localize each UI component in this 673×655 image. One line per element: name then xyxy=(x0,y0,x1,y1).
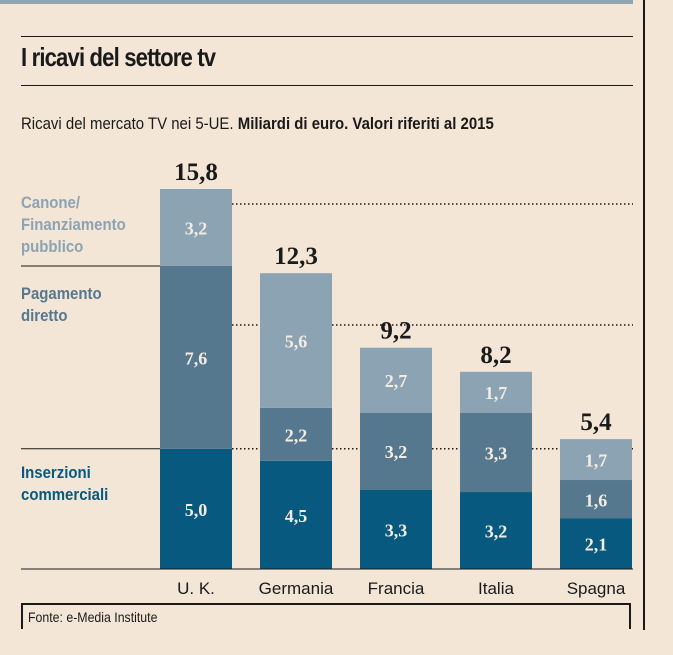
legend-inserzioni: Inserzioni commerciali xyxy=(21,463,109,504)
bar-segment xyxy=(460,492,532,569)
total-label: 8,2 xyxy=(480,342,511,369)
segment-label: 2,1 xyxy=(585,535,608,555)
segment-label: 2,2 xyxy=(285,425,308,445)
top-accent-bar xyxy=(0,0,633,4)
segment-label: 3,2 xyxy=(185,218,208,238)
bar-segment xyxy=(160,265,232,449)
segment-label: 5,6 xyxy=(285,332,308,352)
segment-label: 1,7 xyxy=(585,451,608,471)
bar-segment xyxy=(160,448,232,569)
legend-canone: Canone/ Finanziamento pubblico xyxy=(21,193,126,256)
total-label: 12,3 xyxy=(274,243,318,270)
subtitle-regular: Ricavi del mercato TV nei 5-UE. xyxy=(21,114,238,133)
total-label: 15,8 xyxy=(174,159,218,186)
chart-title: I ricavi del settore tv xyxy=(21,42,216,72)
bar-segment xyxy=(260,460,332,569)
segment-label: 3,3 xyxy=(385,520,408,540)
chart-subtitle: Ricavi del mercato TV nei 5-UE. Miliardi… xyxy=(21,114,494,134)
legend-pagamento: Pagamento diretto xyxy=(21,284,102,325)
total-label: 5,4 xyxy=(580,409,612,436)
bar-segment xyxy=(160,189,232,266)
bar-segment xyxy=(360,489,432,569)
segment-label: 1,7 xyxy=(485,383,508,403)
bar-segment xyxy=(560,480,632,519)
segment-label: 4,5 xyxy=(285,506,308,526)
subtitle-bold: Miliardi di euro. Valori riferiti al 201… xyxy=(237,114,494,133)
segment-label: 3,3 xyxy=(485,443,508,463)
segment-label: 3,2 xyxy=(485,522,508,542)
bar-segment xyxy=(260,273,332,408)
bar-segment xyxy=(360,347,432,413)
category-label: U. K. xyxy=(177,579,215,598)
segment-label: 2,7 xyxy=(385,371,408,391)
category-label: Italia xyxy=(478,579,514,598)
title-rule-top xyxy=(21,36,633,37)
bar-segment xyxy=(460,412,532,493)
title-rule-bottom xyxy=(21,85,633,86)
segment-label: 1,6 xyxy=(585,490,608,510)
source-text: Fonte: e-Media Institute xyxy=(28,609,158,625)
category-label: Francia xyxy=(368,579,425,598)
segment-label: 7,6 xyxy=(185,348,208,368)
total-label: 9,2 xyxy=(380,318,411,345)
bar-segment xyxy=(460,371,532,413)
bar-segment xyxy=(560,518,632,569)
column-divider xyxy=(643,0,645,630)
segment-label: 3,2 xyxy=(385,442,408,462)
bar-segment xyxy=(360,412,432,490)
segment-label: 5,0 xyxy=(185,500,208,520)
category-label: Spagna xyxy=(567,579,626,598)
source-box: Fonte: e-Media Institute xyxy=(21,603,631,629)
category-label: Germania xyxy=(259,579,334,598)
bar-segment xyxy=(260,407,332,461)
bar-segment xyxy=(560,439,632,481)
